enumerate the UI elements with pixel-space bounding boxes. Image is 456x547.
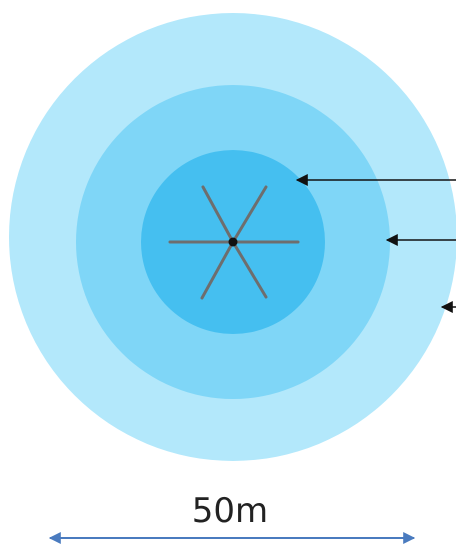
dimension-label: 50m — [192, 491, 268, 531]
spoke-upper-left — [201, 185, 235, 244]
spoke-upper-right — [231, 185, 268, 244]
hub-point — [228, 237, 238, 247]
spoke-lower-right — [231, 240, 268, 299]
spoke-lower-left — [200, 240, 235, 300]
spokes — [168, 185, 300, 300]
